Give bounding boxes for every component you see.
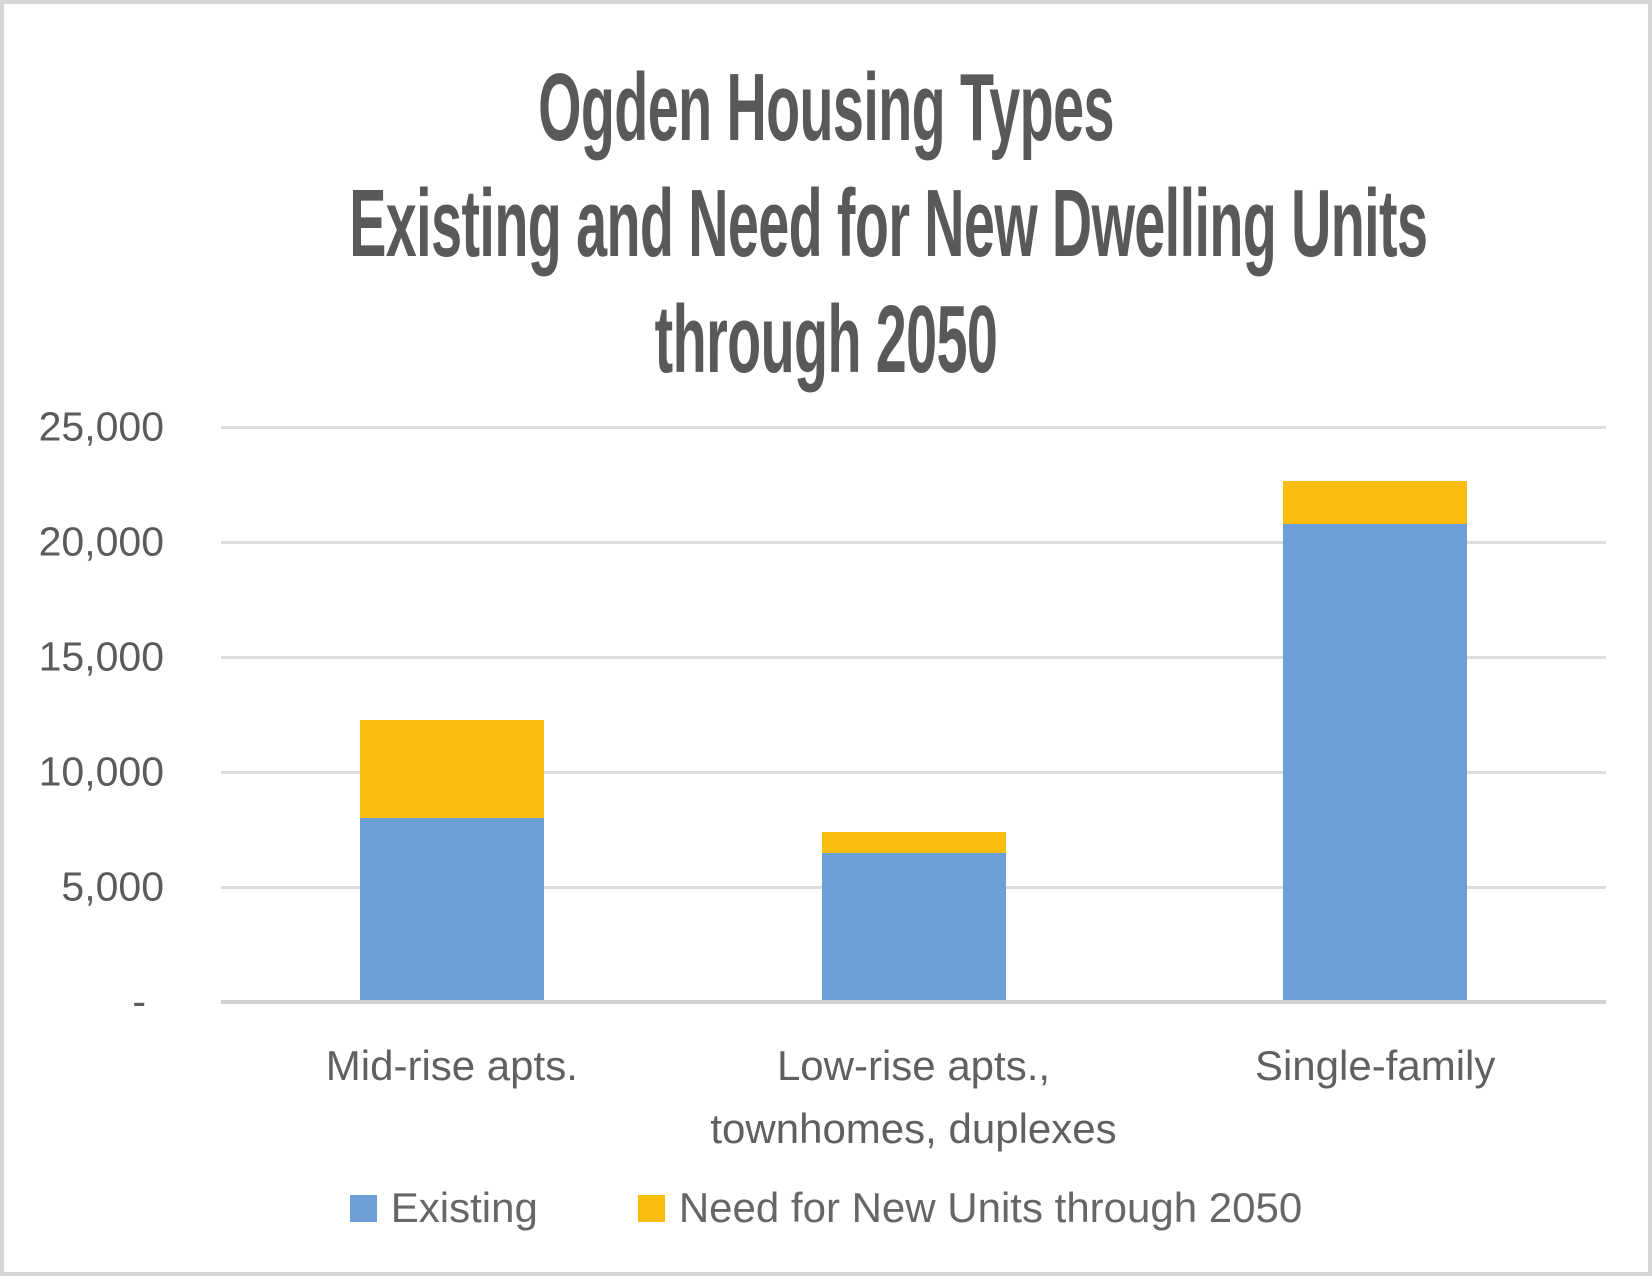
legend-label: Need for New Units through 2050 [678,1184,1303,1231]
category-label-single-family: Single-family [1254,1042,1496,1089]
category-label-low-rise-apts-townhomes-duplexes: Low-rise apts., townhomes, duplexes [710,1042,1117,1152]
bar-need-for-new-units-through-2050-single-family [1283,481,1468,524]
chart-title: Ogden Housing Types Existing and Need fo… [4,50,1648,398]
legend-item-need-for-new-units-through-2050: Need for New Units through 2050 [637,1184,1303,1232]
bar-existing-single-family [1283,523,1468,1002]
legend-swatch-icon [637,1194,665,1222]
y-tick-label-4: 20,000 [38,518,164,565]
legend-item-existing: Existing [349,1184,538,1232]
y-tick-label-5: 25,000 [38,403,164,450]
bar-existing-low-rise-apts-townhomes-duplexes [821,852,1006,1002]
gridline-20000 [221,540,1606,544]
gridline-10000 [221,770,1606,774]
x-axis-category-labels: Mid-rise apts. Low-rise apts., townhomes,… [221,1034,1606,1174]
plot-area [221,425,1606,1004]
bar-need-for-new-units-through-2050-mid-rise-apts [359,720,544,818]
y-tick-label-0: - [132,978,146,1025]
y-axis-tick-labels: - 5,000 10,000 15,000 20,000 25,000 [34,404,164,1025]
legend: Existing Need for New Units through 2050 [4,1184,1648,1232]
y-tick-label-1: 5,000 [61,863,164,910]
legend-swatch-icon [349,1194,377,1222]
legend-label: Existing [390,1184,538,1231]
chart-title-line-3: through 2050 [654,286,998,393]
chart-title-line-1: Ogden Housing Types [538,54,1114,161]
category-label-mid-rise-apts: Mid-rise apts. [325,1042,578,1089]
x-axis-line [221,1000,1606,1004]
chart-title-line-2: Existing and Need for New Dwelling Units [349,170,1428,277]
bar-existing-mid-rise-apts [359,818,544,1002]
gridline-25000 [221,425,1606,429]
gridline-15000 [221,655,1606,659]
bar-need-for-new-units-through-2050-low-rise-apts-townhomes-duplexes [821,831,1006,853]
y-tick-label-3: 15,000 [38,633,164,680]
y-tick-label-2: 10,000 [38,748,164,795]
